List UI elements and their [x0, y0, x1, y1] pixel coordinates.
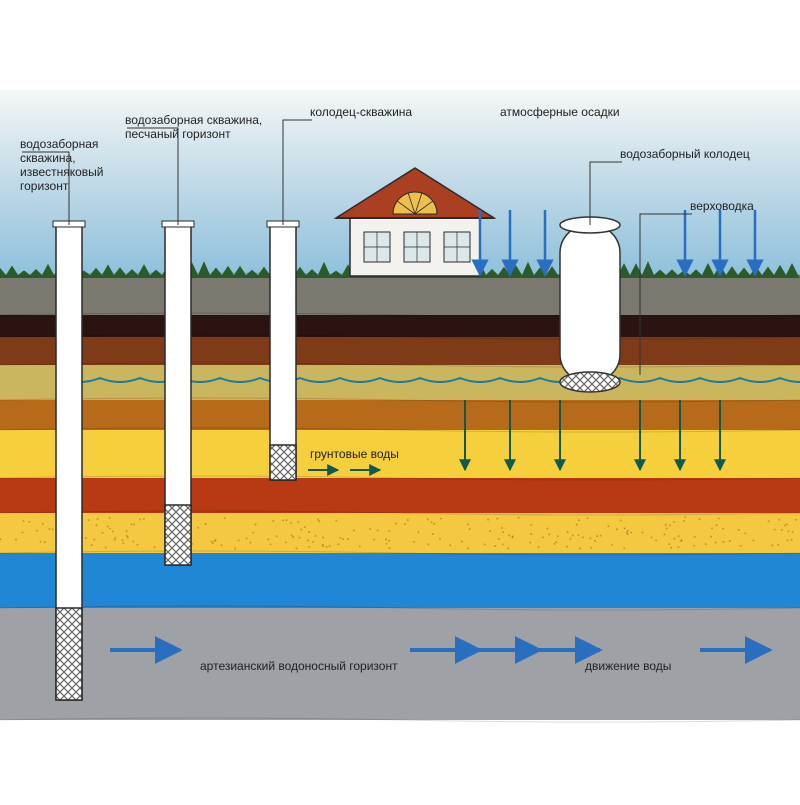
- label-flow: движение воды: [585, 659, 671, 673]
- label-verh: верховодка: [690, 199, 754, 213]
- svg-text:движение воды: движение воды: [585, 659, 671, 673]
- svg-text:артезианский водоносный горизо: артезианский водоносный горизонт: [200, 659, 398, 673]
- well3: [267, 221, 299, 480]
- svg-text:известняковый: известняковый: [20, 165, 104, 179]
- svg-text:водозаборная скважина,: водозаборная скважина,: [125, 113, 262, 127]
- svg-text:верховодка: верховодка: [690, 199, 754, 213]
- слой-песок2: [0, 513, 800, 553]
- слой-вода: [0, 553, 800, 608]
- svg-text:колодец-скважина: колодец-скважина: [310, 105, 412, 119]
- слой-коричневый: [0, 337, 800, 365]
- svg-text:атмосферные осадки: атмосферные осадки: [500, 105, 620, 119]
- слой-тёмный: [0, 315, 800, 337]
- слой-известняк: [0, 608, 800, 720]
- слой-красный: [0, 478, 800, 513]
- svg-text:горизонт: горизонт: [20, 179, 69, 193]
- label-artesian: артезианский водоносный горизонт: [200, 659, 398, 673]
- well2: [162, 221, 194, 565]
- слой-почва: [0, 275, 800, 315]
- label-grunt: грунтовые воды: [310, 447, 399, 461]
- svg-text:водозаборная: водозаборная: [20, 137, 98, 151]
- diagram: водозаборнаяскважина,известняковыйгоризо…: [0, 0, 800, 800]
- well1: [53, 221, 85, 700]
- svg-text:водозаборный колодец: водозаборный колодец: [620, 147, 750, 161]
- svg-text:скважина,: скважина,: [20, 151, 76, 165]
- kolodec: [560, 217, 620, 392]
- label-kolodec: водозаборный колодец: [620, 147, 750, 161]
- слой-низ: [0, 720, 800, 800]
- label-well3: колодец-скважина: [310, 105, 412, 119]
- svg-text:грунтовые воды: грунтовые воды: [310, 447, 399, 461]
- label-precip: атмосферные осадки: [500, 105, 620, 119]
